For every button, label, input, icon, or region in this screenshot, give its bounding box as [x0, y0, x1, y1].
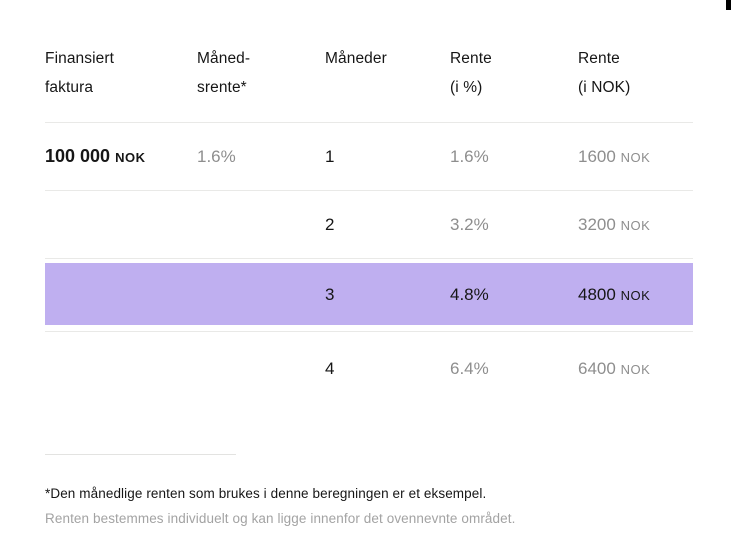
footnotes: *Den månedlige renten som brukes i denne… [45, 481, 693, 531]
col-header-rente-prosent: Rente (i %) [450, 44, 578, 102]
col-header-rente-nok: Rente (i NOK) [578, 44, 693, 102]
col-header-line: Finansiert [45, 50, 115, 67]
footnote-individual-rate-note: Renten bestemmes individuelt og kan ligg… [45, 511, 516, 526]
col-header-line: (i NOK) [578, 79, 631, 96]
interest-percent-value: 4.8% [450, 285, 489, 304]
interest-nok-value: 3200 NOK [578, 214, 651, 234]
interest-nok-value: 1600 NOK [578, 146, 651, 166]
financed-invoice-amount: 100 000 NOK [45, 146, 146, 166]
table-row-month-4: 4 6.4% 6400 NOK [45, 332, 693, 405]
months-value: 2 [325, 214, 335, 234]
monthly-rate-value: 1.6% [197, 146, 236, 166]
table-row-month-1: 100 000 NOK 1.6% 1 1.6% 1600 NOK [45, 123, 693, 191]
months-value: 1 [325, 146, 335, 166]
col-header-maanedsrente: Måned- srente* [197, 44, 325, 102]
currency-unit: NOK [620, 149, 651, 165]
col-header-line: faktura [45, 79, 94, 96]
col-header-maaneder: Måneder [325, 44, 450, 102]
col-header-line: Rente [450, 50, 492, 67]
col-header-line: Rente [578, 50, 620, 67]
interest-percent-value: 1.6% [450, 146, 489, 166]
screen-corner-artifact [726, 0, 731, 10]
col-header-line: Måned- [197, 50, 251, 67]
table-row-month-2: 2 3.2% 3200 NOK [45, 191, 693, 259]
col-header-line: srente* [197, 79, 247, 96]
currency-unit: NOK [115, 150, 146, 165]
currency-unit: NOK [620, 288, 651, 303]
footnote-divider [45, 454, 236, 455]
interest-nok-value: 6400 NOK [578, 358, 651, 378]
months-value: 3 [325, 285, 335, 304]
interest-percent-value: 6.4% [450, 358, 489, 378]
col-header-finansiert-faktura: Finansiert faktura [45, 44, 197, 102]
interest-percent-value: 3.2% [450, 214, 489, 234]
currency-unit: NOK [620, 361, 651, 377]
interest-table: Finansiert faktura Måned- srente* Månede… [45, 0, 693, 531]
table-header-row: Finansiert faktura Måned- srente* Månede… [45, 0, 693, 123]
table-row-month-3-selected: 3 4.8% 4800 NOK [45, 259, 693, 332]
currency-unit: NOK [620, 217, 651, 233]
col-header-line: (i %) [450, 79, 483, 96]
footnote-example-note: *Den månedlige renten som brukes i denne… [45, 486, 487, 501]
interest-nok-value: 4800 NOK [578, 285, 651, 304]
months-value: 4 [325, 358, 335, 378]
col-header-line: Måneder [325, 50, 387, 67]
